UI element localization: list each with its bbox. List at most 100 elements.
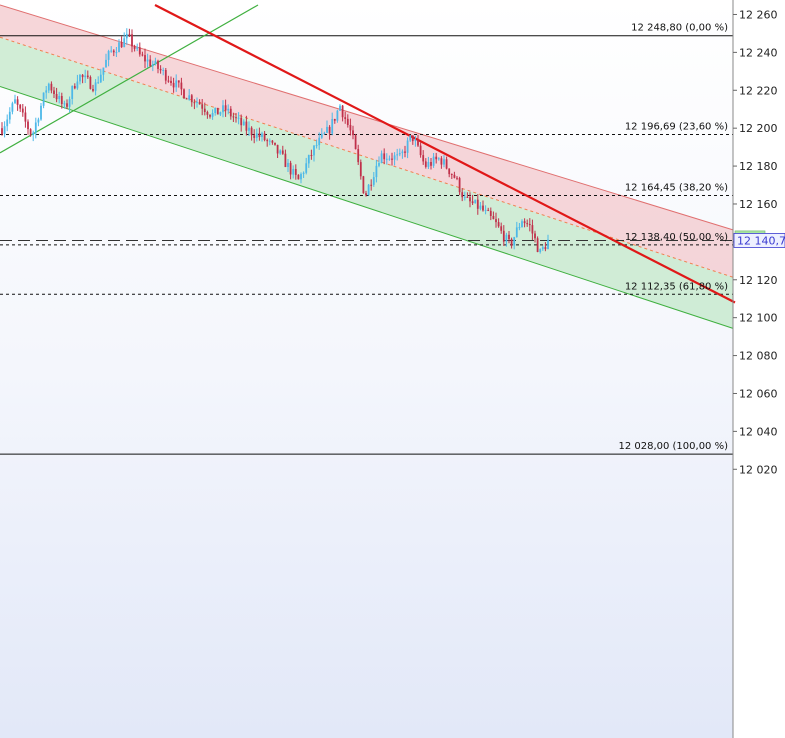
candle-body (68, 99, 71, 107)
fib-level-label: 12 164,45 (38,20 %) (625, 183, 728, 194)
candle-body (427, 162, 430, 167)
candle-body (391, 158, 393, 160)
candle-body (107, 51, 110, 60)
candle-body (302, 172, 305, 174)
candle-body (60, 96, 63, 104)
candle-body (201, 104, 204, 109)
candle-body (318, 137, 321, 146)
candle-body (248, 127, 250, 131)
candle-body (341, 105, 344, 118)
candle-body (289, 162, 292, 175)
candle-body (458, 178, 461, 193)
y-tick-label: 12 120 (739, 274, 778, 287)
candle-body (131, 34, 133, 47)
candle-body (284, 153, 287, 167)
candle-body (310, 155, 313, 156)
candle-body (151, 64, 154, 66)
candle-body (99, 74, 102, 83)
candle-body (443, 159, 445, 165)
channel-middle-line (0, 36, 734, 278)
candle-body (14, 99, 16, 104)
candle-body (287, 162, 289, 167)
candle-body (89, 77, 92, 89)
candle-body (162, 70, 165, 71)
candle-body (175, 80, 178, 88)
candle-body (120, 42, 123, 48)
candle-body (536, 238, 539, 252)
candle-body (526, 223, 529, 225)
candle-body (177, 80, 180, 83)
candle-body (149, 59, 152, 67)
fib-level-label: 12 196,69 (23,60 %) (625, 121, 728, 132)
candle-body (305, 163, 308, 173)
candle-body (370, 184, 373, 186)
candle-body (222, 105, 224, 113)
channel-upper-fill (0, 5, 733, 278)
channel-lower-fill (0, 37, 733, 329)
candle-body (492, 216, 495, 220)
candle-body (115, 52, 118, 54)
y-tick-label: 12 160 (739, 198, 778, 211)
candle-body (352, 130, 354, 136)
candle-body (133, 46, 136, 49)
candle-body (445, 159, 448, 169)
candle-body (495, 219, 497, 223)
candle-body (292, 169, 295, 175)
candle-body (40, 105, 42, 120)
candle-body (398, 153, 401, 155)
candle-body (461, 192, 464, 198)
candle-body (214, 107, 217, 113)
candle-body (172, 82, 175, 88)
candle-body (240, 117, 243, 126)
candle-body (63, 103, 66, 105)
axis-background (733, 0, 785, 738)
candle-body (232, 116, 235, 118)
candle-body (502, 230, 505, 242)
candle-body (476, 199, 479, 209)
candle-body (185, 98, 188, 100)
candle-body (157, 60, 159, 69)
candle-body (276, 144, 279, 154)
candle-body (354, 135, 357, 150)
candle-body (510, 239, 513, 246)
candle-body (71, 86, 74, 99)
candle-body (349, 125, 352, 131)
candle-body (258, 133, 261, 137)
candle-body (274, 142, 276, 145)
candle-body (154, 60, 157, 65)
candle-body (27, 121, 29, 130)
candle-body (531, 225, 534, 234)
candle-body (422, 155, 425, 162)
candle-body (380, 153, 383, 164)
candle-body (55, 94, 58, 100)
candle-body (437, 158, 440, 160)
candle-body (346, 118, 349, 125)
candle-body (105, 59, 107, 68)
candle-body (110, 50, 113, 52)
candle-body (50, 83, 53, 91)
candle-body (29, 129, 32, 135)
candle-body (6, 119, 9, 127)
candle-body (419, 145, 422, 156)
candle-body (16, 99, 19, 105)
candle-body (294, 169, 297, 175)
fib-level-label: 12 138,40 (50,00 %) (625, 232, 728, 243)
candle-body (372, 177, 375, 185)
candle-body (209, 114, 211, 117)
current-price-tag (733, 233, 785, 248)
candle-body (211, 113, 214, 117)
candle-body (534, 233, 536, 239)
candle-body (435, 156, 438, 160)
candle-body (92, 89, 94, 91)
candle-body (136, 47, 139, 49)
candle-body (541, 247, 544, 250)
candle-body (453, 174, 456, 178)
fib-level-label: 12 028,00 (100,00 %) (618, 441, 728, 452)
channel-lower-line (0, 86, 734, 329)
candle-body (281, 150, 284, 154)
y-tick-label: 12 260 (739, 8, 778, 21)
candle-body (8, 111, 11, 120)
candle-body (297, 174, 300, 180)
candle-body (102, 67, 105, 75)
candle-body (21, 108, 24, 113)
